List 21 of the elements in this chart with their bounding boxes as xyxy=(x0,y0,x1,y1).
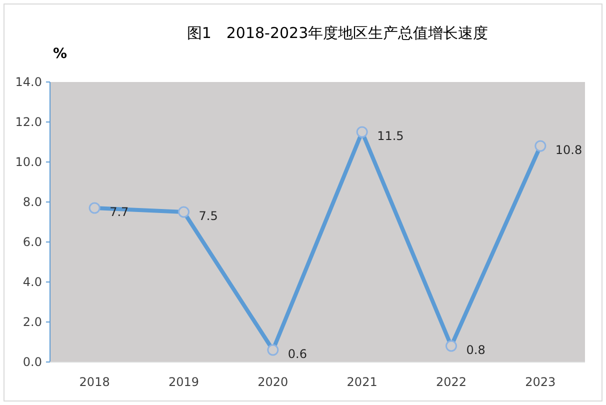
x-tick-label: 2021 xyxy=(346,375,378,389)
y-tick-label: 10.0 xyxy=(15,155,42,169)
x-tick-label: 2022 xyxy=(436,375,467,389)
y-tick-label: 14.0 xyxy=(15,75,42,89)
x-tick-label: 2023 xyxy=(525,375,556,389)
data-label: 10.8 xyxy=(555,143,582,157)
y-axis-title: % xyxy=(53,46,68,62)
y-tick-label: 0.0 xyxy=(22,355,42,369)
y-tick-label: 8.0 xyxy=(22,195,42,209)
x-tick-label: 2018 xyxy=(79,375,110,389)
y-tick-label: 12.0 xyxy=(15,115,42,129)
data-label: 0.6 xyxy=(288,347,308,361)
x-tick-label: 2020 xyxy=(258,375,288,389)
y-tick-label: 4.0 xyxy=(22,275,42,289)
data-label: 7.5 xyxy=(198,209,218,223)
x-tick-label: 2019 xyxy=(168,375,200,389)
y-tick-label: 2.0 xyxy=(22,315,42,329)
chart-title: 图1 2018-2023年度地区生产总值增长速度 xyxy=(186,24,488,42)
data-label: 0.8 xyxy=(466,343,486,357)
y-tick-label: 6.0 xyxy=(22,235,42,249)
data-label: 11.5 xyxy=(377,129,404,143)
